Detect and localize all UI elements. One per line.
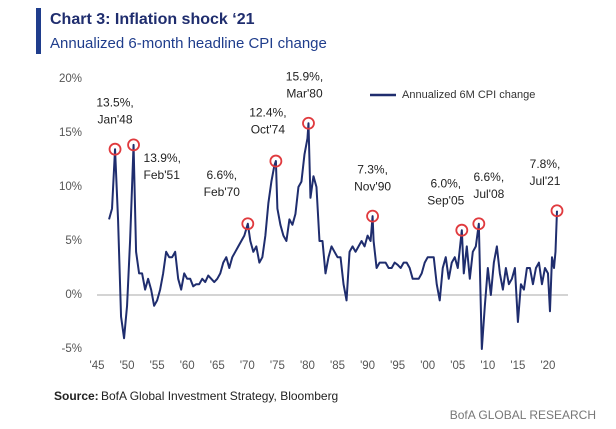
annotation-value: 6.0%, [430,176,461,190]
chart-subtitle: Annualized 6-month headline CPI change [50,35,327,52]
annotation-date: Feb'51 [144,168,181,182]
title-accent [36,8,41,54]
x-tick-label: '80 [300,360,315,372]
peak-marker [127,138,140,152]
peak-marker [269,154,283,168]
y-tick-label: 0% [65,289,82,301]
annotation-value: 7.8%, [530,157,561,171]
x-tick-label: '70 [240,360,255,372]
footer: BofA GLOBAL RESEARCH [450,408,596,422]
peak-marker [472,217,486,231]
annotation-date: Nov'90 [354,179,391,193]
peak-marker [302,116,315,130]
peak-marker [366,209,379,223]
annotation-value: 12.4%, [249,105,286,119]
x-tick-label: '75 [270,360,285,372]
series-line [108,122,558,350]
x-tick-label: '60 [180,360,195,372]
annotation-date: Feb'70 [204,185,241,199]
annotation-date: Sep'05 [427,193,464,207]
x-tick-label: '95 [390,360,405,372]
annotation-value: 15.9%, [286,69,323,83]
legend-label: Annualized 6M CPI change [402,89,535,101]
x-tick-label: '90 [360,360,375,372]
source-text: BofA Global Investment Strategy, Bloombe… [101,389,338,403]
x-tick-label: '55 [150,360,165,372]
x-tick-label: '65 [210,360,225,372]
x-tick-label: '15 [510,360,525,372]
annotation-date: Jul'08 [473,187,504,201]
annotation-date: Oct'74 [251,122,286,136]
annotation-value: 13.9%, [144,151,181,165]
x-tick-label: '45 [90,360,105,372]
x-tick-label: '85 [330,360,345,372]
chart-title: Chart 3: Inflation shock ‘21 [50,11,255,28]
y-tick-label: 5% [65,235,82,247]
annotation-date: Jan'48 [98,112,133,126]
annotation-date: Mar'80 [286,86,323,100]
peak-marker [108,142,122,156]
source-label: Source: [54,389,99,403]
x-tick-label: '50 [120,360,135,372]
y-tick-label: -5% [62,343,82,355]
x-tick-label: '05 [450,360,465,372]
peak-marker [455,223,469,237]
annotation-value: 13.5%, [96,95,133,109]
x-tick-label: '00 [420,360,435,372]
y-tick-label: 20% [59,73,82,85]
peak-marker [241,217,255,231]
y-tick-label: 10% [59,181,82,193]
peak-marker [550,204,564,218]
x-tick-label: '20 [540,360,555,372]
x-tick-label: '10 [480,360,495,372]
annotation-date: Jul'21 [530,174,561,188]
annotation-value: 7.3%, [357,162,388,176]
y-tick-label: 15% [59,127,82,139]
annotation-value: 6.6%, [206,168,237,182]
annotation-value: 6.6%, [473,170,504,184]
